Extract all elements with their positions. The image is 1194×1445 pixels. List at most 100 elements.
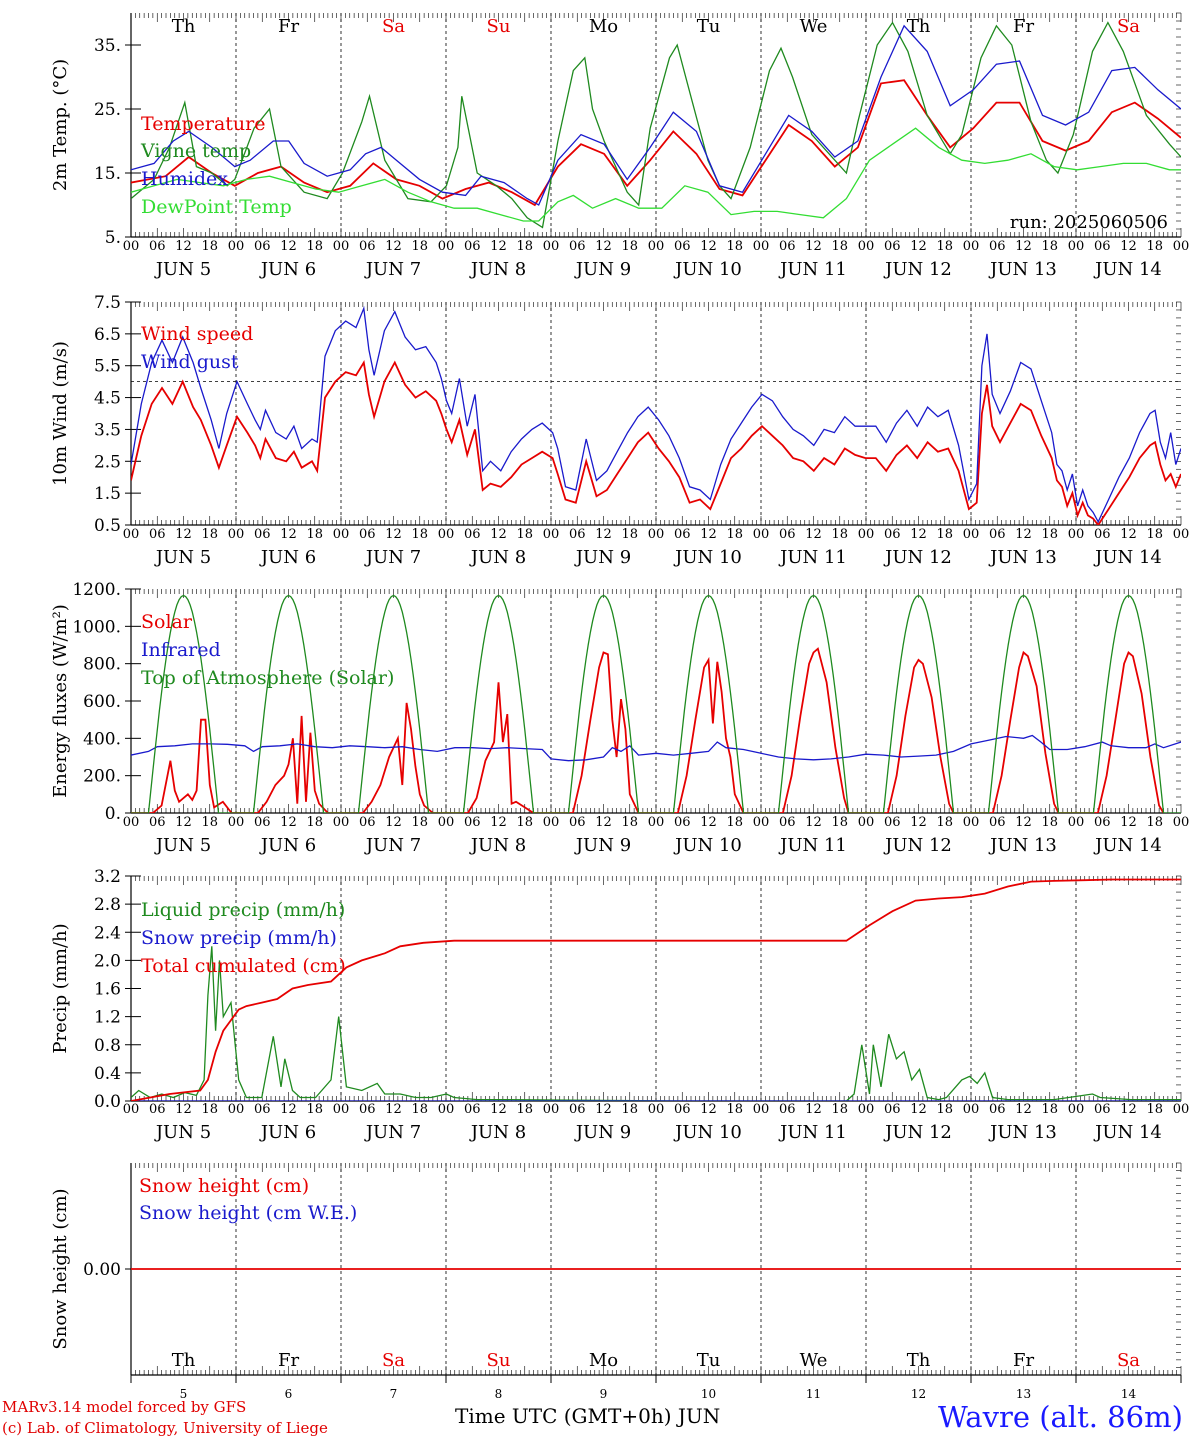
x-tick-label: 12	[280, 527, 297, 542]
x-tick-label: 18	[411, 527, 428, 542]
x-tick-label: 06	[149, 239, 166, 254]
x-tick-label: 00	[858, 1102, 875, 1117]
x-tick-label: 12	[700, 815, 717, 830]
y-axis-label: Precip (mm/h)	[50, 923, 71, 1053]
x-tick-label: 18	[1146, 815, 1163, 830]
x-tick-label: 00	[228, 239, 245, 254]
x-tick-label: 18	[936, 239, 953, 254]
x-tick-label: 18	[306, 239, 323, 254]
x-tick-label: 00	[333, 239, 350, 254]
y-tick-label: 5.5	[94, 357, 121, 377]
x-tick-label: 00	[858, 239, 875, 254]
day-name-label: Tu	[697, 1350, 721, 1371]
day-name-label: Sa	[382, 16, 405, 37]
x-date-label: JUN 6	[259, 835, 316, 856]
x-date-label: JUN 12	[883, 1122, 952, 1143]
x-date-label: JUN 9	[574, 1122, 631, 1143]
x-tick-label: 00	[333, 527, 350, 542]
x-tick-label: 06	[989, 1102, 1006, 1117]
panel-5: 0.00 Snow height (cm) Snow height (cm) Snow…	[50, 1162, 1182, 1376]
y-axis-label: Energy fluxes (W/m²)	[50, 604, 71, 798]
x-date-label: JUN 10	[673, 259, 742, 280]
x-date-label: JUN 7	[364, 835, 421, 856]
y-tick-label: 2.8	[94, 895, 121, 915]
x-date-label: JUN 7	[364, 259, 421, 280]
x-tick-label: 00	[753, 527, 770, 542]
y-tick-label: 0.5	[94, 516, 121, 536]
x-tick-label: 06	[359, 527, 376, 542]
legend-entry: Snow height (cm W.E.)	[139, 1202, 357, 1224]
day-number-label: 6	[285, 1387, 293, 1401]
day-number-label: 9	[600, 1387, 608, 1401]
x-date-label: JUN 14	[1093, 259, 1162, 280]
x-tick-label: 18	[726, 1102, 743, 1117]
x-tick-label: 06	[674, 527, 691, 542]
x-tick-label: 06	[779, 1102, 796, 1117]
x-tick-label: 06	[149, 1102, 166, 1117]
x-tick-label: 12	[700, 527, 717, 542]
x-date-label: JUN 5	[154, 259, 211, 280]
x-tick-label: 00	[123, 1102, 140, 1117]
day-name-label: Mo	[589, 1350, 618, 1371]
x-date-label: JUN 8	[469, 547, 526, 568]
x-tick-label: 12	[175, 239, 192, 254]
x-tick-label: 18	[831, 1102, 848, 1117]
day-name-label: Fr	[1013, 16, 1034, 37]
x-tick-label: 00	[648, 527, 665, 542]
x-date-label: JUN 13	[988, 1122, 1057, 1143]
x-date-label: JUN 8	[469, 1122, 526, 1143]
y-tick-label: 2.0	[94, 951, 121, 971]
x-tick-label: 12	[805, 239, 822, 254]
x-tick-label: 06	[884, 1102, 901, 1117]
x-tick-label: 18	[936, 1102, 953, 1117]
x-tick-label: 18	[411, 1102, 428, 1117]
day-number-label: 8	[495, 1387, 503, 1401]
y-tick-label: 4.5	[94, 389, 121, 409]
x-tick-label: 06	[464, 239, 481, 254]
y-tick-label: 400.	[83, 729, 121, 749]
x-tick-label: 12	[1015, 239, 1032, 254]
y-tick-label: 1.5	[94, 484, 121, 504]
x-tick-label: 06	[359, 239, 376, 254]
x-tick-label: 12	[1120, 527, 1137, 542]
x-tick-label: 00	[1068, 239, 1085, 254]
x-tick-label: 06	[569, 239, 586, 254]
series-line-dewpoint-temp	[131, 127, 1181, 222]
x-date-label: JUN 5	[154, 547, 211, 568]
x-tick-label: 18	[936, 815, 953, 830]
day-name-label: Tu	[697, 16, 721, 37]
x-tick-label: 00	[1068, 1102, 1085, 1117]
x-date-label: JUN 5	[154, 1122, 211, 1143]
day-name-label: Sa	[1117, 1350, 1140, 1371]
legend-entry: Snow height (cm)	[139, 1175, 309, 1197]
series-line-top-of-atmosphere-solar-	[131, 594, 1181, 813]
x-date-label: JUN 11	[778, 1122, 847, 1143]
x-tick-label: 06	[884, 527, 901, 542]
x-tick-label: 18	[516, 239, 533, 254]
x-tick-label: 00	[1068, 527, 1085, 542]
y-tick-label: 1.6	[94, 980, 121, 1000]
x-tick-label: 12	[1015, 527, 1032, 542]
panel-2: 0.5 1.5 2.5 3.5 4.5 5.5 6.5 7.5 10m Wind (m/s) Wi…	[50, 293, 1189, 568]
series-line-temperature	[131, 79, 1181, 207]
x-tick-label: 00	[438, 815, 455, 830]
x-tick-label: 00	[963, 1102, 980, 1117]
x-tick-label: 06	[674, 815, 691, 830]
x-tick-label: 12	[490, 239, 507, 254]
x-date-label: JUN 8	[469, 835, 526, 856]
series-line-wind-gust	[131, 305, 1181, 524]
x-tick-label: 12	[175, 815, 192, 830]
x-tick-label: 00	[858, 527, 875, 542]
legend-entry: Total cumulated (cm)	[141, 955, 346, 977]
x-tick-label: 18	[1146, 1102, 1163, 1117]
x-tick-label: 18	[201, 815, 218, 830]
series-line-total-cumulated-cm-	[131, 878, 1181, 1101]
x-tick-label: 00	[543, 527, 560, 542]
x-tick-label: 18	[831, 239, 848, 254]
y-tick-label: 15.	[94, 164, 121, 184]
y-tick-label: 2.4	[94, 923, 121, 943]
x-tick-label: 06	[464, 815, 481, 830]
x-tick-label: 12	[385, 527, 402, 542]
legend-entry: Solar	[141, 611, 193, 633]
